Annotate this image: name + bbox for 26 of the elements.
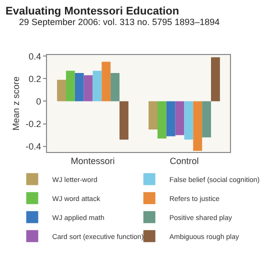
bar: [193, 101, 202, 151]
bar: [120, 101, 128, 140]
y-tick-label: -0.2: [26, 118, 42, 129]
x-tick-label: Control: [170, 156, 199, 166]
y-tick-label: 0: [36, 96, 42, 106]
bar: [110, 73, 120, 102]
bar: [102, 62, 111, 102]
bar: [175, 101, 184, 136]
bar: [66, 70, 75, 102]
bar: [57, 80, 66, 102]
bar: [148, 101, 158, 130]
bar: [84, 75, 93, 102]
y-tick-label: 0.4: [28, 51, 42, 62]
bar: [92, 70, 102, 102]
bar: [202, 101, 212, 138]
y-tick-label: -0.4: [26, 142, 42, 152]
y-tick-label: 0.2: [28, 74, 42, 84]
bar: [166, 101, 176, 136]
chart-subtitle: 29 September 2006: vol. 313 no. 5795 1893–1894: [19, 17, 220, 27]
y-axis-title: Mean z score: [11, 76, 22, 131]
bar: [157, 101, 166, 138]
bar: [211, 57, 220, 102]
chart-title: Evaluating Montessori Education: [6, 5, 180, 18]
x-tick-label: Montessori: [70, 156, 115, 166]
bar: [74, 73, 84, 102]
bar: [184, 101, 194, 140]
